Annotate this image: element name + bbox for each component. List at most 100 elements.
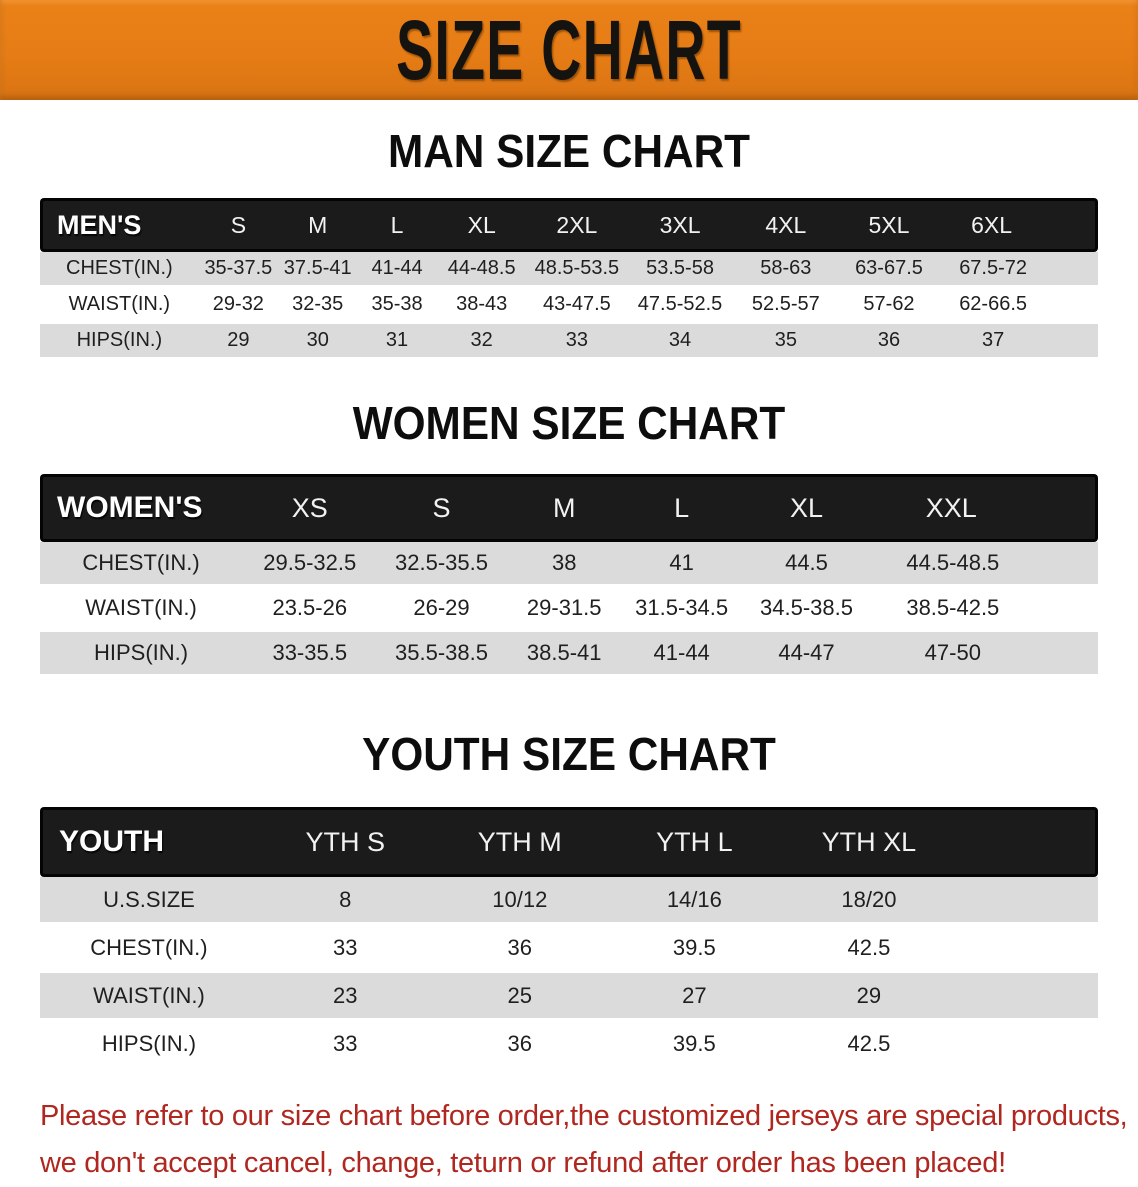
size-value-cell: 44-48.5 bbox=[436, 252, 527, 288]
size-value-cell: 36 bbox=[838, 324, 940, 360]
size-col-header: M bbox=[505, 474, 623, 542]
size-value-cell: 62-66.5 bbox=[939, 288, 1098, 324]
mens-header-row: MEN'S S M L XL 2XL 3XL 4XL 5XL 6XL bbox=[40, 198, 1098, 252]
size-col-header: M bbox=[278, 198, 358, 252]
size-value-cell: 57-62 bbox=[838, 288, 940, 324]
size-col-header: YTH M bbox=[432, 807, 608, 877]
size-value-cell: 35.5-38.5 bbox=[377, 632, 506, 677]
size-value-cell: 31.5-34.5 bbox=[622, 587, 741, 632]
size-value-cell: 38.5-42.5 bbox=[872, 587, 1098, 632]
size-value-cell: 44-47 bbox=[740, 632, 873, 677]
womens-table-label: WOMEN'S bbox=[40, 474, 243, 542]
size-value-cell: 23 bbox=[257, 973, 433, 1021]
size-col-header: YTH XL bbox=[781, 807, 957, 877]
size-chart-banner: SIZE CHART bbox=[0, 0, 1138, 100]
row-label: CHEST(IN.) bbox=[40, 252, 199, 288]
size-value-cell: 34.5-38.5 bbox=[740, 587, 873, 632]
size-value-cell: 32 bbox=[436, 324, 527, 360]
spacer-cell bbox=[956, 877, 1098, 925]
size-value-cell: 41-44 bbox=[622, 632, 741, 677]
size-col-header: YTH S bbox=[257, 807, 433, 877]
size-col-header: S bbox=[198, 198, 279, 252]
youth-size-chart-heading: YOUTH SIZE CHART bbox=[362, 728, 776, 780]
size-col-header: XL bbox=[740, 474, 873, 542]
size-col-header: 6XL bbox=[939, 198, 1098, 252]
size-col-header: XS bbox=[242, 474, 378, 542]
size-value-cell: 33 bbox=[526, 324, 628, 360]
table-row-chest: CHEST(IN.) 29.5-32.5 32.5-35.5 38 41 44.… bbox=[40, 542, 1098, 587]
disclaimer-line-1: Please refer to our size chart before or… bbox=[40, 1100, 1128, 1132]
size-value-cell: 36 bbox=[432, 925, 608, 973]
size-value-cell: 52.5-57 bbox=[732, 288, 839, 324]
womens-header-row: WOMEN'S XS S M L XL XXL bbox=[40, 474, 1098, 542]
table-row-hips: HIPS(IN.) 29 30 31 32 33 34 35 36 37 bbox=[40, 324, 1098, 360]
youth-header-row: YOUTH YTH S YTH M YTH L YTH XL bbox=[40, 807, 1098, 877]
size-value-cell: 26-29 bbox=[377, 587, 506, 632]
table-row-chest: CHEST(IN.) 33 36 39.5 42.5 bbox=[40, 925, 1098, 973]
row-label: WAIST(IN.) bbox=[40, 288, 199, 324]
size-value-cell: 33 bbox=[257, 925, 433, 973]
row-label: HIPS(IN.) bbox=[40, 1021, 258, 1069]
size-value-cell: 38.5-41 bbox=[505, 632, 623, 677]
mens-table-label: MEN'S bbox=[40, 198, 199, 252]
size-value-cell: 32.5-35.5 bbox=[377, 542, 506, 587]
size-col-header: L bbox=[622, 474, 741, 542]
size-col-header: 3XL bbox=[627, 198, 733, 252]
size-col-header: XXL bbox=[872, 474, 1098, 542]
size-value-cell: 41 bbox=[622, 542, 741, 587]
size-value-cell: 18/20 bbox=[781, 877, 957, 925]
size-value-cell: 47.5-52.5 bbox=[627, 288, 733, 324]
size-value-cell: 29.5-32.5 bbox=[242, 542, 378, 587]
size-value-cell: 27 bbox=[607, 973, 782, 1021]
row-label: HIPS(IN.) bbox=[40, 324, 199, 360]
size-value-cell: 32-35 bbox=[278, 288, 358, 324]
size-col-header: L bbox=[357, 198, 437, 252]
row-label: WAIST(IN.) bbox=[40, 973, 258, 1021]
table-row-hips: HIPS(IN.) 33 36 39.5 42.5 bbox=[40, 1021, 1098, 1069]
spacer-cell bbox=[956, 973, 1098, 1021]
table-row-hips: HIPS(IN.) 33-35.5 35.5-38.5 38.5-41 41-4… bbox=[40, 632, 1098, 677]
table-row-chest: CHEST(IN.) 35-37.5 37.5-41 41-44 44-48.5… bbox=[40, 252, 1098, 288]
size-value-cell: 39.5 bbox=[607, 1021, 782, 1069]
size-value-cell: 36 bbox=[432, 1021, 608, 1069]
size-value-cell: 29 bbox=[198, 324, 279, 360]
size-value-cell: 58-63 bbox=[732, 252, 839, 288]
size-value-cell: 42.5 bbox=[781, 925, 957, 973]
youth-table-label: YOUTH bbox=[40, 807, 258, 877]
size-value-cell: 44.5-48.5 bbox=[872, 542, 1098, 587]
size-value-cell: 53.5-58 bbox=[627, 252, 733, 288]
size-value-cell: 33-35.5 bbox=[242, 632, 378, 677]
size-value-cell: 42.5 bbox=[781, 1021, 957, 1069]
size-value-cell: 10/12 bbox=[432, 877, 608, 925]
row-label: WAIST(IN.) bbox=[40, 587, 243, 632]
size-value-cell: 23.5-26 bbox=[242, 587, 378, 632]
size-value-cell: 48.5-53.5 bbox=[526, 252, 628, 288]
size-value-cell: 29-31.5 bbox=[505, 587, 623, 632]
table-row-waist: WAIST(IN.) 23.5-26 26-29 29-31.5 31.5-34… bbox=[40, 587, 1098, 632]
size-value-cell: 31 bbox=[357, 324, 437, 360]
order-disclaimer: Please refer to our size chart before or… bbox=[40, 1093, 1138, 1187]
size-value-cell: 37 bbox=[939, 324, 1098, 360]
table-row-waist: WAIST(IN.) 29-32 32-35 35-38 38-43 43-47… bbox=[40, 288, 1098, 324]
size-value-cell: 8 bbox=[257, 877, 433, 925]
women-size-chart-heading: WOMEN SIZE CHART bbox=[352, 397, 786, 449]
size-value-cell: 43-47.5 bbox=[526, 288, 628, 324]
row-label: U.S.SIZE bbox=[40, 877, 258, 925]
size-value-cell: 14/16 bbox=[607, 877, 782, 925]
size-value-cell: 33 bbox=[257, 1021, 433, 1069]
size-col-header: YTH L bbox=[607, 807, 782, 877]
size-value-cell: 29-32 bbox=[198, 288, 279, 324]
spacer-cell bbox=[956, 925, 1098, 973]
size-value-cell: 29 bbox=[781, 973, 957, 1021]
size-value-cell: 34 bbox=[627, 324, 733, 360]
womens-size-table: WOMEN'S XS S M L XL XXL CHEST(IN.) 29.5-… bbox=[40, 474, 1098, 677]
table-row-us-size: U.S.SIZE 8 10/12 14/16 18/20 bbox=[40, 877, 1098, 925]
size-value-cell: 37.5-41 bbox=[278, 252, 358, 288]
size-col-header: S bbox=[377, 474, 506, 542]
size-value-cell: 39.5 bbox=[607, 925, 782, 973]
row-label: CHEST(IN.) bbox=[40, 925, 258, 973]
size-value-cell: 67.5-72 bbox=[939, 252, 1098, 288]
row-label: HIPS(IN.) bbox=[40, 632, 243, 677]
size-value-cell: 63-67.5 bbox=[838, 252, 940, 288]
size-value-cell: 35-38 bbox=[357, 288, 437, 324]
